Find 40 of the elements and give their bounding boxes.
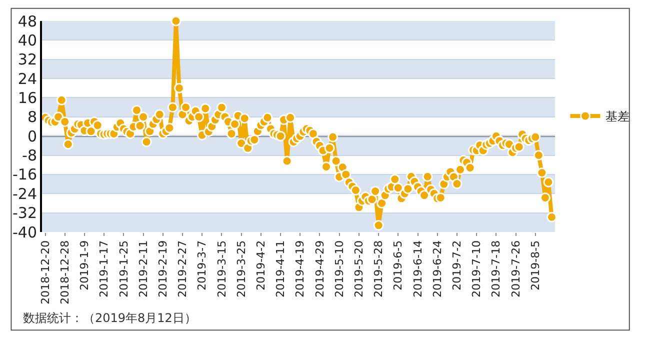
x-tick-label: 2019-1-9 — [78, 240, 92, 290]
x-tick-label: 2018-12-28 — [58, 240, 72, 304]
x-tick-label: 2019-7-10 — [470, 240, 484, 298]
x-tick-label: 2019-7-18 — [490, 240, 503, 298]
y-tick-label: 24 — [18, 70, 37, 88]
x-tick-label: 2019-5-20 — [352, 240, 366, 298]
x-tick-label: 2019-4-29 — [313, 240, 326, 298]
y-tick-label: -8 — [22, 146, 37, 165]
legend-label: 基差 — [605, 110, 630, 124]
x-tick-label: 2019-7-26 — [509, 240, 522, 298]
x-tick-label: 2019-6-24 — [430, 240, 444, 298]
y-tick-label: -24 — [12, 184, 37, 203]
text: 数据统计：（2019年8月12日） — [23, 311, 196, 325]
x-tick-label: 2019-1-25 — [117, 240, 130, 298]
y-tick-label: 32 — [18, 50, 37, 69]
x-tick-label: 2019-6-14 — [411, 240, 424, 298]
x-tick-label: 2019-7-2 — [450, 240, 464, 290]
y-tick-label: -16 — [12, 166, 37, 184]
y-tick-label: 16 — [18, 88, 37, 107]
y-tick-label: -32 — [12, 204, 37, 222]
x-tick-label: 2019-1-17 — [98, 240, 111, 298]
x-tick-label: 2019-8-5 — [528, 240, 542, 290]
x-tick-label: 2019-3-15 — [215, 240, 228, 298]
x-tick-label: 2019-5-10 — [332, 240, 346, 298]
x-tick-label: 2019-5-28 — [372, 240, 386, 298]
x-tick-label: 2019-2-19 — [156, 240, 170, 298]
x-tick-label: 2019-4-2 — [254, 240, 268, 290]
x-tick-label: 2019-3-25 — [234, 240, 248, 298]
y-tick-label: 8 — [27, 108, 37, 126]
x-tick-label: 2019-4-11 — [274, 240, 288, 298]
y-tick-label: 40 — [18, 31, 37, 50]
x-tick-label: 2019-4-19 — [294, 240, 307, 298]
y-tick-label: 0 — [27, 127, 37, 146]
x-tick-label: 2019-2-27 — [176, 240, 190, 298]
x-tick-label: 2019-2-11 — [136, 240, 150, 298]
y-tick-label: -40 — [12, 223, 37, 242]
x-tick-label: 2019-3-7 — [196, 240, 209, 290]
x-tick-label: 2018-12-20 — [38, 240, 52, 304]
y-tick-label: 48 — [18, 12, 37, 30]
x-tick-label: 2019-6-5 — [392, 240, 405, 290]
